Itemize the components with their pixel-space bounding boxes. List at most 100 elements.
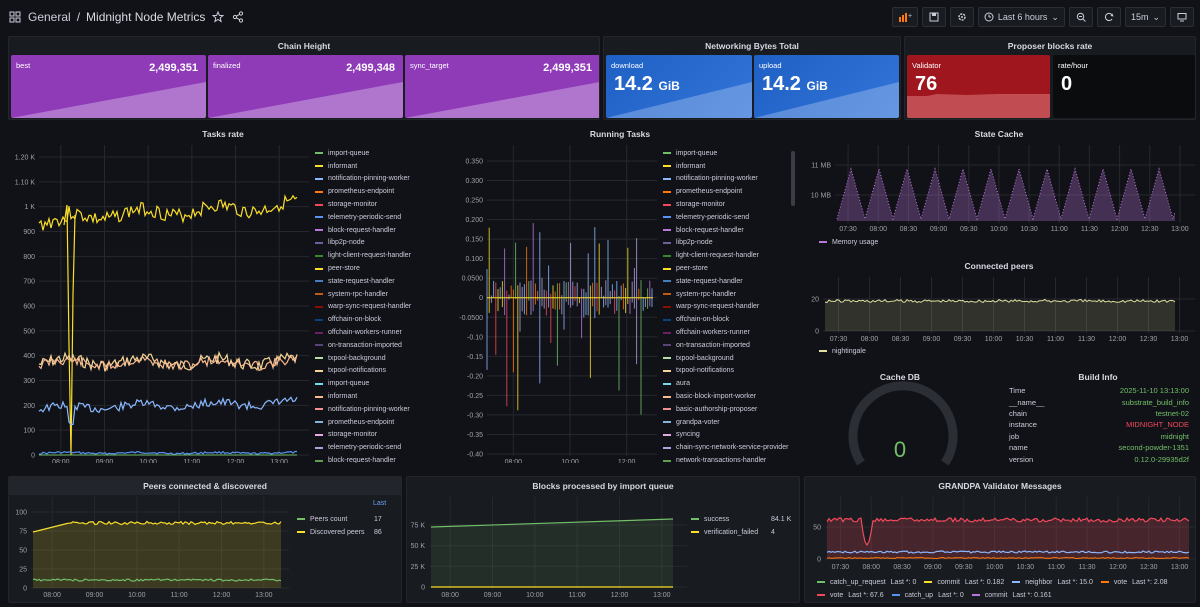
settings-button[interactable] <box>949 7 974 27</box>
legend-item[interactable]: catch_up_request Last *: 0 <box>817 576 916 589</box>
legend-item[interactable]: txpool-notifications <box>663 365 788 378</box>
legend-item[interactable]: system-rpc-handler <box>315 288 411 301</box>
legend-item[interactable]: state-request-handler <box>663 275 788 288</box>
legend-item[interactable]: informant <box>315 390 411 403</box>
legend-item[interactable]: storage-monitor <box>315 429 411 442</box>
legend-item[interactable]: prometheus-endpoint <box>315 416 411 429</box>
folder-link[interactable]: General <box>28 10 71 24</box>
legend-item[interactable]: import-queue <box>315 147 411 160</box>
legend-item[interactable]: storage-monitor <box>315 198 411 211</box>
legend-item[interactable]: offchain-on-block <box>663 313 788 326</box>
grandpa-y-tick: 50 <box>813 525 821 532</box>
legend-item[interactable]: notification-pinning-worker <box>663 173 788 186</box>
legend-item[interactable]: Memory usage <box>819 236 878 249</box>
legend-item[interactable]: light-client-request-handler <box>663 249 788 262</box>
legend-item[interactable]: verification_failed 4 <box>691 526 795 539</box>
running-tasks-y-tick: 0.250 <box>465 198 483 205</box>
zoom-out-button[interactable] <box>1068 7 1093 27</box>
legend-item[interactable]: syncing <box>663 429 788 442</box>
legend-scrollbar[interactable] <box>791 151 795 206</box>
legend-item[interactable]: storage-monitor <box>663 198 788 211</box>
legend-item[interactable]: offchain-workers-runner <box>663 326 788 339</box>
add-panel-button[interactable]: + <box>891 7 918 27</box>
legend-item[interactable]: state-request-handler <box>315 275 411 288</box>
legend-item[interactable]: commit Last *: 0.161 <box>971 589 1052 602</box>
legend-last-header[interactable]: Last <box>373 500 387 507</box>
legend-item[interactable]: informant <box>663 160 788 173</box>
legend-item[interactable]: light-client-request-handler <box>315 249 411 262</box>
legend-item[interactable]: Discovered peers 86 <box>297 526 397 539</box>
legend-item[interactable]: system-rpc-handler <box>663 288 788 301</box>
legend-item[interactable]: warp-sync-request-handler <box>315 301 411 314</box>
legend-item[interactable]: peer-store <box>663 262 788 275</box>
legend-item[interactable]: vote Last *: 2.08 <box>1100 576 1168 589</box>
legend-item[interactable]: txpool-notifications <box>315 365 411 378</box>
save-button[interactable] <box>921 7 946 27</box>
panel-title: Peers connected & discovered <box>143 481 267 491</box>
legend-item[interactable]: notification-pinning-worker <box>315 173 411 186</box>
legend-item[interactable]: telemetry-periodic-send <box>663 211 788 224</box>
legend-item[interactable]: catch_up Last *: 0 <box>891 589 964 602</box>
blocks-processed-x-tick: 12:00 <box>611 592 629 599</box>
rate-stat: rate/hour 0 <box>1053 55 1195 118</box>
legend-item[interactable]: txpool-background <box>315 352 411 365</box>
info-row: job midnight <box>1009 431 1189 441</box>
legend-item[interactable]: telemetry-periodic-send <box>315 441 411 454</box>
legend-item[interactable]: offchain-on-block <box>315 313 411 326</box>
build-info-table: Time 2025-11-10 13:13:00 __name__ substrate… <box>1009 385 1189 467</box>
legend-item[interactable]: block-request-handler <box>663 224 788 237</box>
legend-item[interactable]: import-queue <box>315 377 411 390</box>
refresh-interval-picker[interactable]: 15m ⌄ <box>1124 7 1166 27</box>
legend-item[interactable]: import-queue <box>663 147 788 160</box>
tasks-rate-y-tick: 200 <box>23 403 35 410</box>
panel-title: Cache DB <box>879 372 921 382</box>
tv-mode-button[interactable] <box>1170 7 1194 27</box>
star-icon[interactable] <box>211 10 225 24</box>
tasks-rate-x-tick: 08:00 <box>52 459 70 464</box>
legend-item[interactable]: aura <box>663 377 788 390</box>
gauge-value: 0 <box>893 437 907 462</box>
grandpa-x-tick: 08:30 <box>893 564 911 571</box>
grandpa-x-tick: 09:00 <box>924 564 942 571</box>
legend-item[interactable]: on-transaction-imported <box>663 339 788 352</box>
legend-item[interactable]: libp2p-node <box>663 237 788 250</box>
legend-item[interactable]: Peers count 17 <box>297 513 397 526</box>
legend-item[interactable]: informant <box>315 160 411 173</box>
add-chart-icon: + <box>898 13 912 22</box>
legend-item[interactable]: txpool-background <box>663 352 788 365</box>
legend-item[interactable]: prometheus-endpoint <box>663 185 788 198</box>
legend-item[interactable]: telemetry-periodic-send <box>315 211 411 224</box>
legend-item[interactable]: block-request-handler <box>315 454 411 463</box>
tasks-rate-panel: Tasks rate 1.20 K 1.10 K 1 K 900 800 700 600 50… <box>8 124 438 464</box>
share-icon[interactable] <box>231 10 245 24</box>
legend-item[interactable]: nightingale <box>819 345 866 358</box>
dashboard-title[interactable]: Midnight Node Metrics <box>86 10 206 24</box>
legend-item[interactable]: libp2p-node <box>315 237 411 250</box>
legend-item[interactable]: on-transaction-imported <box>315 339 411 352</box>
legend-item[interactable]: offchain-workers-runner <box>315 326 411 339</box>
dashboards-grid-icon[interactable] <box>8 10 22 24</box>
legend-item[interactable]: network-transactions-handler <box>663 454 788 463</box>
legend-item[interactable]: warp-sync-request-handler <box>663 301 788 314</box>
cache-db-gauge <box>848 381 958 466</box>
legend-item[interactable]: basic-authorship-proposer <box>663 403 788 416</box>
grandpa-x-tick: 08:00 <box>862 564 880 571</box>
info-row: chain testnet-02 <box>1009 408 1189 418</box>
legend-item[interactable]: notification-pinning-worker <box>315 403 411 416</box>
legend-item[interactable]: prometheus-endpoint <box>315 185 411 198</box>
connected-peers-x-tick: 11:00 <box>1047 336 1064 343</box>
running-tasks-x-tick: 08:00 <box>505 459 523 464</box>
legend-item[interactable]: basic-block-import-worker <box>663 390 788 403</box>
legend-item[interactable]: commit Last *: 0.182 <box>924 576 1004 589</box>
legend-item[interactable]: chain-sync-network-service-provider <box>663 441 788 454</box>
series-line <box>63 204 76 456</box>
legend-item[interactable]: neighbor Last *: 15.0 <box>1012 576 1093 589</box>
legend-item[interactable]: grandpa-voter <box>663 416 788 429</box>
legend-item[interactable]: success 84.1 K <box>691 513 795 526</box>
legend-item[interactable]: vote Last *: 67.6 <box>817 589 884 602</box>
refresh-button[interactable] <box>1096 7 1121 27</box>
blocks-processed-y-tick: 75 K <box>411 523 426 530</box>
legend-item[interactable]: block-request-handler <box>315 224 411 237</box>
legend-item[interactable]: peer-store <box>315 262 411 275</box>
time-range-picker[interactable]: Last 6 hours ⌄ <box>977 7 1065 27</box>
